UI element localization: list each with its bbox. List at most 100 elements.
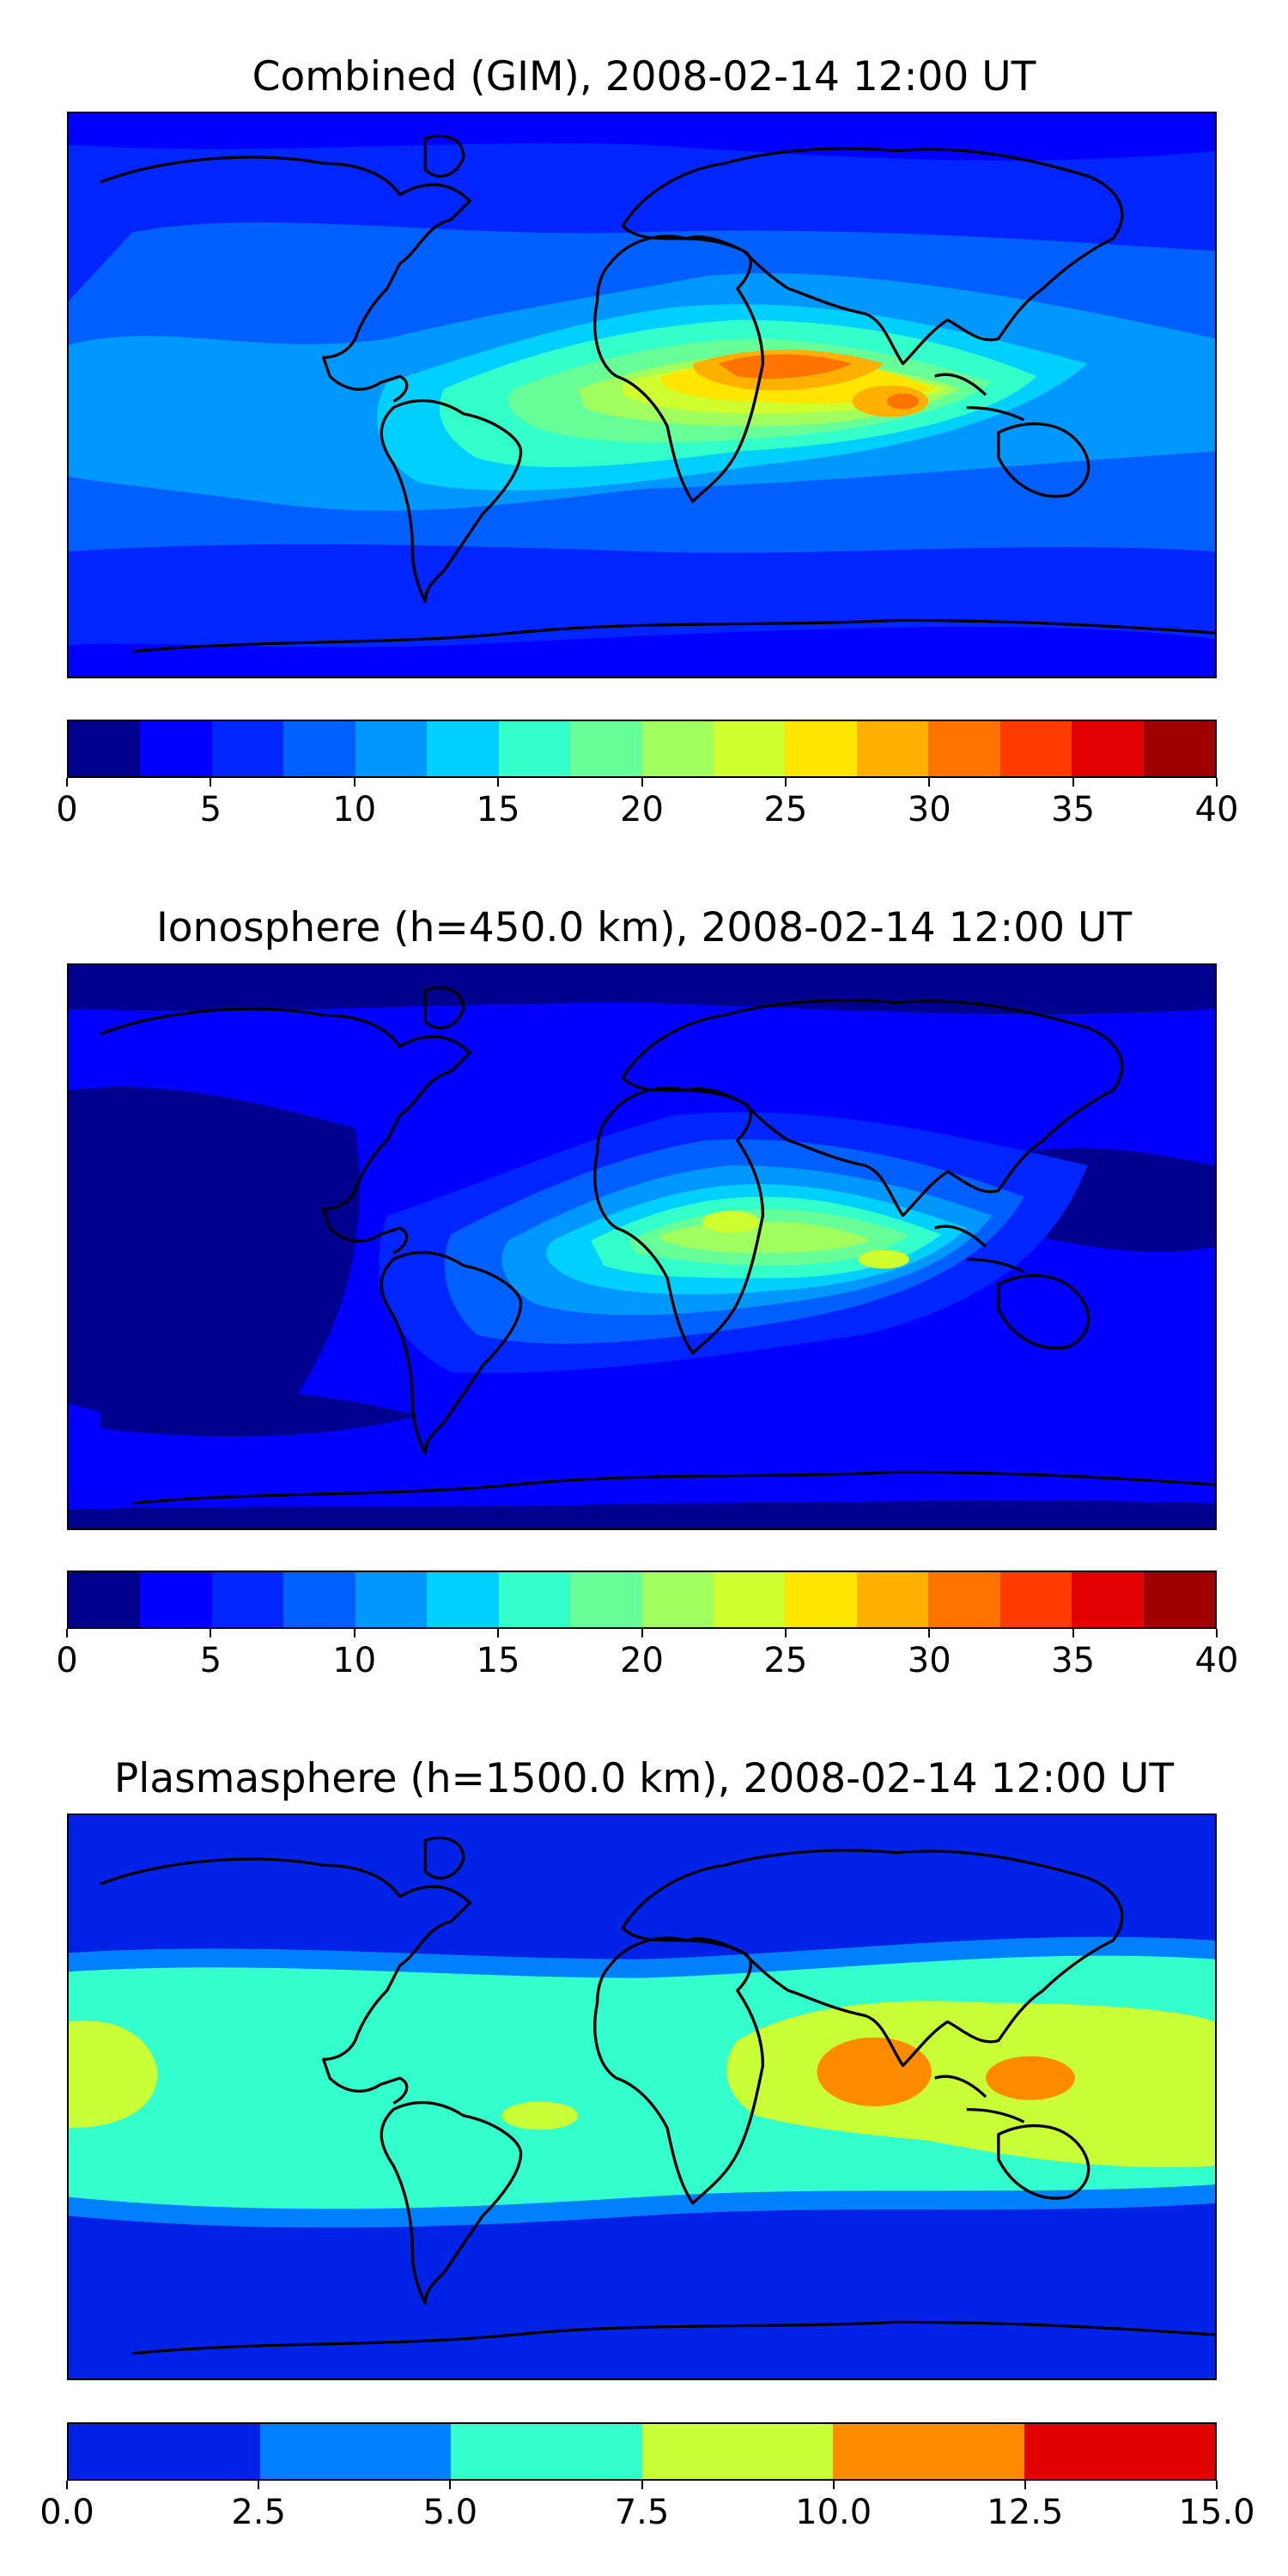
colorbar-tick-mark [1216, 778, 1218, 787]
colorbar-segment [928, 721, 1000, 776]
contour-band-7.5-west [69, 2020, 158, 2129]
colorbar-tick-label: 40 [1194, 790, 1239, 829]
colorbar-tick-label: 0 [56, 790, 78, 829]
panel1-contour-map [69, 113, 1215, 677]
colorbar-tick-mark [641, 778, 643, 787]
panel2-title: Ionosphere (h=450.0 km), 2008-02-14 12:0… [155, 904, 1133, 951]
panel2-contour-map [69, 965, 1215, 1528]
colorbar-segment [1143, 721, 1215, 776]
contour-south-low [100, 1389, 419, 1437]
colorbar-tick-mark [66, 778, 68, 787]
colorbar-tick-mark [66, 2481, 68, 2489]
contour-band-32 [718, 354, 853, 379]
colorbar-tick-label: 25 [763, 790, 808, 829]
colorbar-segment [641, 2424, 833, 2479]
colorbar-tick-label: 10 [332, 1641, 377, 1680]
panel3-map [67, 1814, 1217, 2380]
panel3-colorbar-ticks: 0.0 2.5 5.0 7.5 10.0 12.5 15.0 [39, 2481, 1255, 2532]
colorbar-segment [140, 721, 212, 776]
colorbar-tick-label: 5 [199, 790, 222, 829]
panel1-map [67, 112, 1217, 678]
contour-pacific-low [69, 1086, 360, 1420]
colorbar-tick-label: 10.0 [795, 2493, 872, 2532]
panel2-colorbar-ticks: 0 5 10 15 20 25 30 35 40 [56, 1629, 1238, 1680]
colorbar-tick-label: 20 [620, 790, 664, 829]
colorbar-tick-mark [353, 778, 355, 787]
colorbar-tick-label: 15 [476, 1641, 520, 1680]
colorbar-tick-mark [1216, 1629, 1218, 1637]
colorbar-segment [69, 1572, 141, 1627]
colorbar-tick-label: 25 [763, 1641, 808, 1680]
panel1-colorbar-ticks: 0 5 10 15 20 25 30 35 40 [56, 778, 1238, 829]
colorbar-segment [999, 1572, 1072, 1627]
colorbar-segment [283, 1572, 355, 1627]
colorbar-tick-label: 12.5 [987, 2493, 1064, 2532]
colorbar-tick-label: 35 [1051, 790, 1096, 829]
colorbar-tick-mark [449, 2481, 452, 2489]
colorbar-segment [856, 1572, 929, 1627]
colorbar-segment [427, 1572, 499, 1627]
colorbar-tick-mark [832, 2481, 835, 2489]
colorbar-segment [928, 1572, 1000, 1627]
colorbar-segment [1072, 721, 1144, 776]
colorbar-tick-mark [210, 778, 212, 787]
colorbar-segment [713, 721, 786, 776]
coastlines [100, 134, 1215, 653]
panel3-title: Plasmasphere (h=1500.0 km), 2008-02-14 1… [113, 1755, 1175, 1802]
colorbar-tick-label: 5 [199, 1641, 222, 1680]
contour-max-africa [702, 1211, 760, 1233]
colorbar-tick-mark [928, 1629, 931, 1637]
colorbar-segment [451, 2424, 642, 2479]
colorbar-tick-mark [66, 1629, 68, 1637]
panel1-colorbar [67, 720, 1217, 778]
contour-max-indian [858, 1249, 909, 1269]
colorbar-tick-mark [497, 1629, 500, 1637]
panel3-colorbar [67, 2422, 1217, 2481]
colorbar-tick-mark [353, 1629, 355, 1637]
colorbar-tick-mark [1216, 2481, 1218, 2489]
panel2-map [67, 963, 1217, 1530]
colorbar-segment [259, 2424, 451, 2479]
colorbar-segment [69, 2424, 260, 2479]
contour-band-10-indian [817, 2037, 932, 2106]
colorbar-tick-mark [641, 2481, 643, 2489]
panel3-contour-map [69, 1815, 1215, 2379]
colorbar-segment [355, 721, 428, 776]
colorbar-tick-label: 2.5 [231, 2493, 286, 2532]
colorbar-segment [570, 721, 642, 776]
colorbar-segment [856, 721, 929, 776]
colorbar-tick-mark [258, 2481, 260, 2489]
colorbar-tick-mark [1072, 1629, 1074, 1637]
colorbar-segment [211, 721, 284, 776]
contour-polar-south [69, 626, 1215, 677]
colorbar-segment [999, 721, 1072, 776]
colorbar-tick-label: 30 [907, 790, 951, 829]
colorbar-segment [785, 721, 857, 776]
colorbar-segment [211, 1572, 284, 1627]
coastlines [100, 1836, 1215, 2355]
colorbar-segment [833, 2424, 1024, 2479]
colorbar-tick-mark [928, 778, 931, 787]
coastlines [100, 986, 1215, 1505]
colorbar-tick-mark [1024, 2481, 1026, 2489]
colorbar-tick-label: 15 [476, 790, 520, 829]
colorbar-segment [355, 1572, 428, 1627]
contour-secondary-core [887, 393, 920, 410]
colorbar-segment [1072, 1572, 1144, 1627]
colorbar-tick-label: 10 [332, 790, 377, 829]
colorbar-tick-mark [210, 1629, 212, 1637]
colorbar-segment [427, 721, 499, 776]
colorbar-tick-mark [784, 778, 787, 787]
panel1-title: Combined (GIM), 2008-02-14 12:00 UT [252, 53, 1036, 100]
contour-polar-south [69, 1500, 1215, 1528]
colorbar-segment [69, 721, 141, 776]
colorbar-tick-label: 0.0 [39, 2493, 94, 2532]
colorbar-tick-label: 0 [56, 1641, 78, 1680]
colorbar-tick-mark [641, 1629, 643, 1637]
colorbar-segment [498, 721, 571, 776]
colorbar-segment [1024, 2424, 1215, 2479]
colorbar-segment [713, 1572, 786, 1627]
colorbar-segment [570, 1572, 642, 1627]
colorbar-tick-label: 20 [620, 1641, 664, 1680]
panel2-colorbar [67, 1571, 1217, 1629]
